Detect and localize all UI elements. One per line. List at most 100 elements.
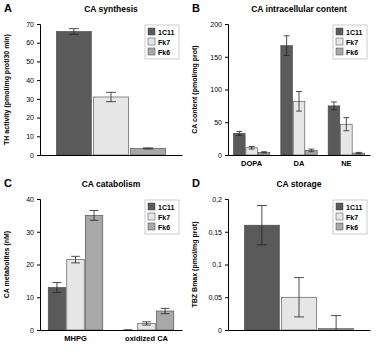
y-axis: 050100150200 <box>210 21 228 159</box>
y-tick: 0,2 <box>212 196 228 203</box>
x-tick-label: DOPA <box>241 159 263 168</box>
error-line <box>286 36 287 56</box>
plot-area <box>244 206 353 330</box>
bar <box>119 330 136 331</box>
legend: 1C11 Fk7 Fk6 <box>333 200 367 234</box>
error-bar <box>53 283 62 293</box>
y-tick-label: 0,1 <box>212 261 222 268</box>
error-bar <box>294 278 304 317</box>
title: CA synthesis <box>84 4 138 14</box>
panel: 010203040CA metabolites (nM)MHPGoxidized… <box>3 196 183 344</box>
error-cap <box>296 91 302 92</box>
y-tick-label: 10 <box>26 133 34 140</box>
y-tick-mark <box>37 43 40 44</box>
panel: 050100150200CA content (pmol/mg prot)DOP… <box>191 21 371 169</box>
x-tick: DA <box>294 155 305 168</box>
error-bar <box>124 330 133 331</box>
y-tick-mark <box>225 265 228 266</box>
error-cap <box>71 256 80 257</box>
y-tick-mark <box>37 99 40 100</box>
bar <box>281 46 293 155</box>
y-tick-mark <box>37 118 40 119</box>
legend-box <box>145 200 179 234</box>
y-tick-label: 100 <box>210 86 222 93</box>
bar <box>156 311 173 330</box>
error-cap <box>331 315 341 316</box>
legend-entry: Fk6 <box>336 48 358 56</box>
x-tick-label: MHPG <box>64 334 87 343</box>
y-tick-label: 0 <box>30 152 34 159</box>
legend-label: 1C11 <box>158 29 174 36</box>
x-axis: MHPGoxidized CA <box>41 330 183 343</box>
bar <box>48 287 65 330</box>
y-tick: 50 <box>26 58 40 65</box>
legend-swatch <box>148 203 155 210</box>
error-bar <box>343 118 349 131</box>
y-axis-title: CA content (pmol/mg prot) <box>191 45 199 133</box>
legend-box <box>333 25 367 59</box>
y-axis-line <box>37 25 41 156</box>
y-tick: 100 <box>210 86 228 93</box>
y-tick-label: 150 <box>210 53 222 60</box>
y-tick: 60 <box>26 39 40 46</box>
title: CA catabolism <box>82 179 141 189</box>
legend-swatch <box>336 48 343 55</box>
legend-swatch <box>336 223 343 230</box>
y-tick-label: 30 <box>26 96 34 103</box>
error-line <box>73 29 74 35</box>
panel: 010203040506070TH activity (pmol/mg prot… <box>3 21 183 159</box>
y-tick-label: 0 <box>30 327 34 334</box>
error-cap <box>356 153 362 154</box>
y-axis-title: TBZ Bmax (pmol/mg prot) <box>191 222 199 308</box>
bar <box>94 97 129 155</box>
legend-entry: Fk6 <box>148 223 170 231</box>
bar <box>56 31 91 155</box>
plot-area <box>48 210 174 330</box>
error-bar <box>69 29 79 35</box>
y-tick: 0 <box>218 152 228 159</box>
error-cap <box>294 316 304 317</box>
error-cap <box>308 149 314 150</box>
legend-label: Fk6 <box>346 224 358 231</box>
x-axis: DOPA DA NE <box>229 155 371 168</box>
y-axis-line <box>37 200 41 331</box>
y-tick-mark <box>37 136 40 137</box>
bar <box>131 148 166 155</box>
error-cap <box>53 292 62 293</box>
legend-entry: 1C11 <box>336 28 362 36</box>
legend-box <box>145 25 179 59</box>
error-cap <box>257 244 267 245</box>
legend-entry: Fk7 <box>148 213 170 221</box>
y-axis: 010203040506070 <box>26 21 40 159</box>
panel-letter: D <box>192 177 200 189</box>
x-axis-line <box>41 155 183 156</box>
y-tick: 10 <box>26 294 40 301</box>
bar <box>67 260 84 330</box>
error-cap <box>53 282 62 283</box>
y-tick-mark <box>37 265 40 266</box>
legend-swatch <box>148 28 155 35</box>
bar <box>246 148 258 155</box>
bar <box>258 152 270 155</box>
y-tick-mark <box>37 199 40 200</box>
y-tick-label: 0,15 <box>208 228 222 235</box>
error-cap <box>106 92 116 93</box>
x-tick: MHPG <box>64 330 87 343</box>
y-tick-label: 40 <box>26 77 34 84</box>
y-tick: 0,15 <box>208 228 228 235</box>
error-bar <box>249 146 255 149</box>
x-tick-label: NE <box>341 159 351 168</box>
legend-entry: 1C11 <box>336 203 362 211</box>
error-line <box>261 206 262 245</box>
figure: 010203040506070TH activity (pmol/mg prot… <box>0 0 376 350</box>
error-line <box>299 91 300 111</box>
error-cap <box>236 135 242 136</box>
y-tick-mark <box>225 57 228 58</box>
error-cap <box>124 330 133 331</box>
y-tick: 30 <box>26 96 40 103</box>
legend-entry: Fk7 <box>336 213 358 221</box>
y-tick: 0 <box>30 327 40 334</box>
legend: 1C11Fk7Fk6 <box>145 200 179 234</box>
legend-box <box>333 200 367 234</box>
error-cap <box>161 313 170 314</box>
